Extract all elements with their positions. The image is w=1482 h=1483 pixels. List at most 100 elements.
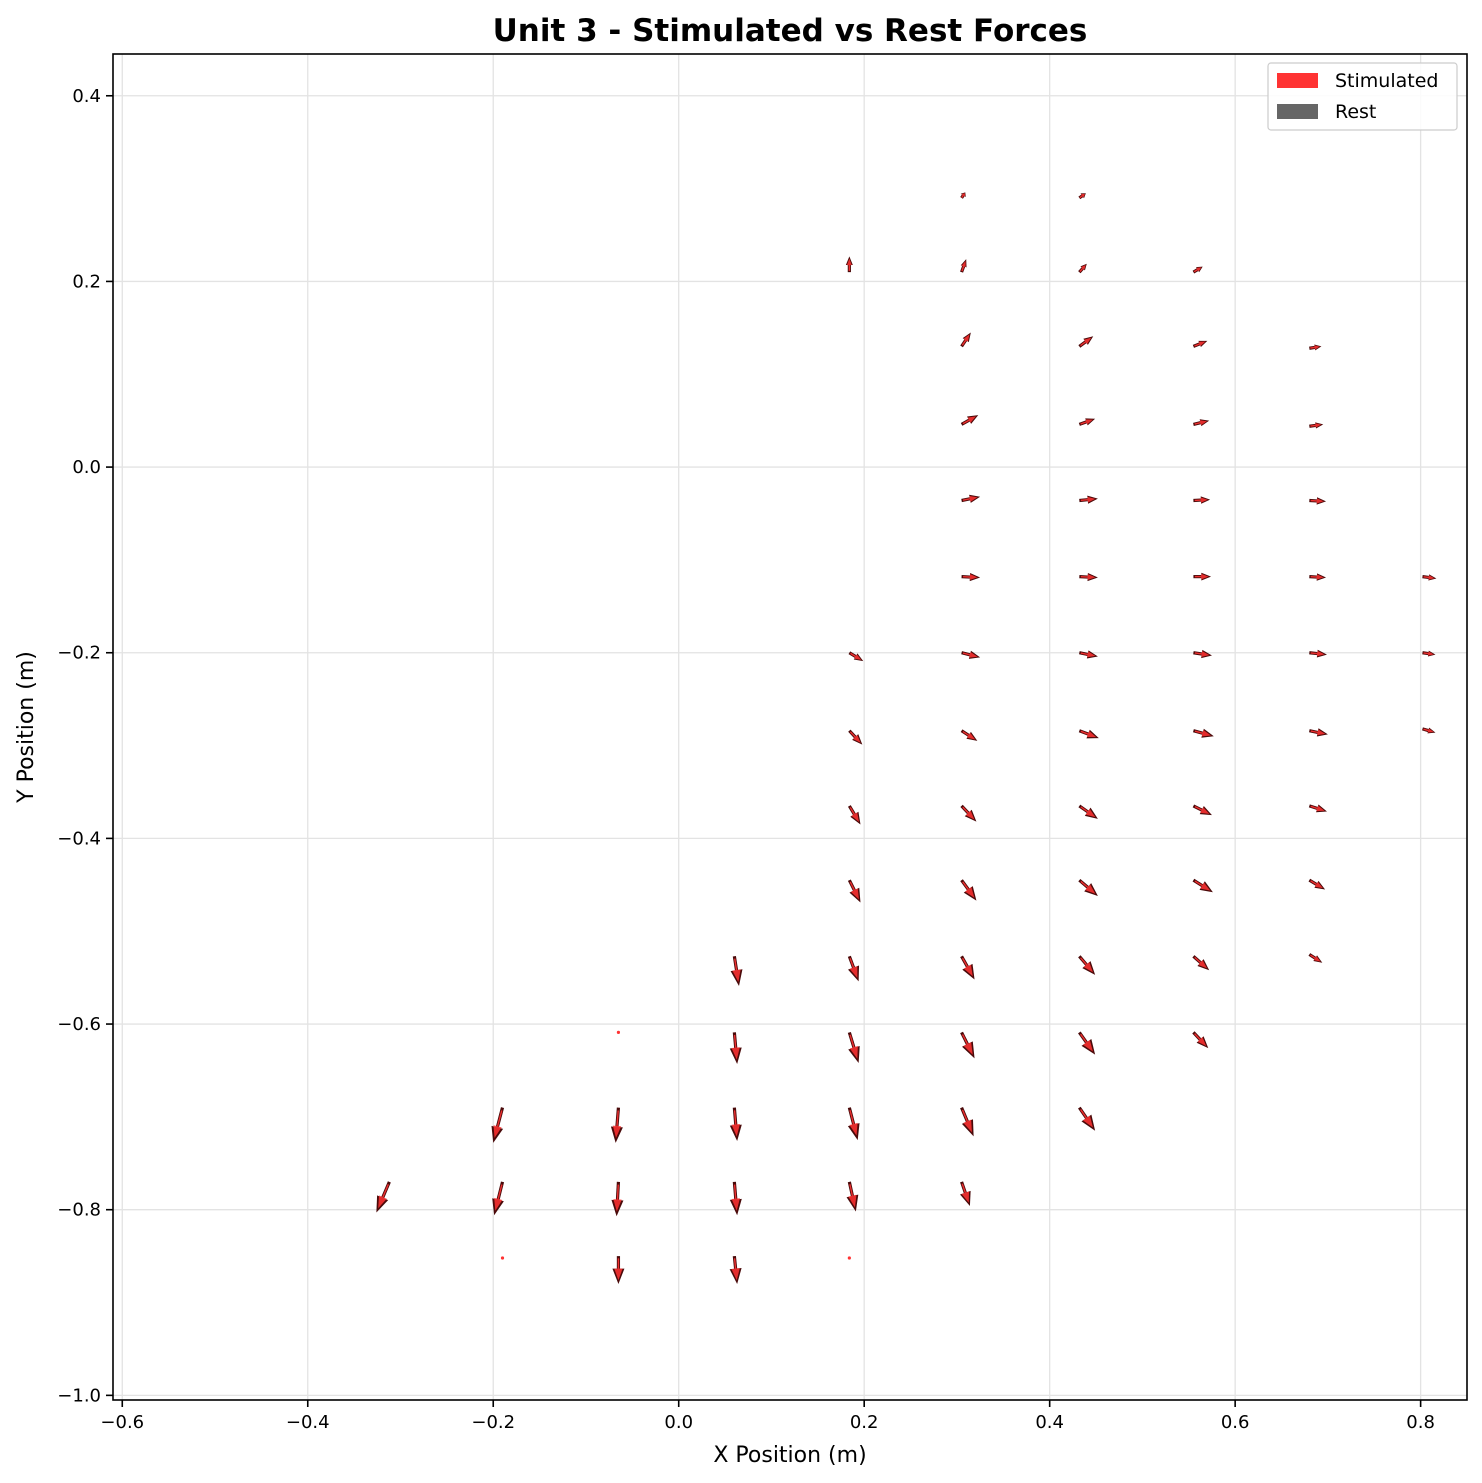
force-vector xyxy=(847,879,861,903)
stimulated-arrow-head xyxy=(1082,1115,1093,1128)
force-vector xyxy=(1192,728,1214,738)
stimulated-arrow-shaft xyxy=(1194,730,1203,734)
stimulated-arrow-shaft xyxy=(733,1184,737,1199)
stimulated-arrow-shaft xyxy=(961,266,965,272)
force-vector xyxy=(616,1030,621,1035)
stimulated-arrow-head xyxy=(612,1125,622,1138)
stimulated-arrow-shaft xyxy=(1079,195,1083,199)
force-vector xyxy=(612,1256,625,1284)
y-tick-label: 0.2 xyxy=(72,271,101,292)
stimulated-arrow-head xyxy=(1316,650,1325,657)
chart-title: Unit 3 - Stimulated vs Rest Forces xyxy=(493,13,1088,49)
stimulated-arrow-shaft xyxy=(1080,498,1088,502)
force-vector xyxy=(847,955,860,982)
force-vector xyxy=(1078,804,1098,819)
force-vector xyxy=(729,1032,742,1064)
force-vector xyxy=(1422,727,1436,734)
y-tick-label: −0.4 xyxy=(57,828,101,849)
force-vector xyxy=(1308,953,1323,963)
stimulated-arrow-head xyxy=(614,1268,623,1281)
stimulated-arrow-head xyxy=(967,732,976,740)
force-vector-dot xyxy=(616,1030,621,1035)
stimulated-arrow-head xyxy=(961,1191,970,1203)
stimulated-arrow-head xyxy=(731,1124,740,1137)
force-vector xyxy=(1193,572,1212,581)
force-vector xyxy=(961,494,981,503)
stimulated-arrow-shaft xyxy=(962,730,970,736)
stimulated-arrow-shaft xyxy=(961,1034,969,1045)
force-vector xyxy=(960,1106,974,1137)
stimulated-arrow-head xyxy=(961,193,965,197)
stimulated-arrow-head xyxy=(969,651,978,658)
stimulated-arrow-shaft xyxy=(849,1110,855,1125)
y-tick-label: −0.6 xyxy=(57,1014,101,1035)
force-vector xyxy=(961,650,981,659)
stimulated-arrow-head xyxy=(1428,575,1435,580)
force-vector xyxy=(847,1107,860,1141)
stimulated-arrow-shaft xyxy=(1080,1033,1087,1043)
force-vector xyxy=(960,729,978,741)
stimulated-arrow-shaft xyxy=(382,1184,389,1198)
stimulated-arrow-head xyxy=(1081,193,1085,198)
force-vector xyxy=(847,805,861,825)
stimulated-arrow-head xyxy=(494,1197,503,1211)
force-vector xyxy=(847,1031,860,1064)
stimulated-arrow-head xyxy=(1316,574,1324,580)
stimulated-arrow-shaft xyxy=(849,1184,854,1196)
stimulated-arrow-shaft xyxy=(962,498,971,501)
stimulated-arrow-shaft xyxy=(961,195,964,198)
stimulated-arrow-shaft xyxy=(849,958,855,968)
force-vector xyxy=(1422,650,1436,657)
stimulated-arrow-head xyxy=(853,734,861,743)
force-vector xyxy=(960,804,977,822)
force-vector xyxy=(1078,193,1086,200)
force-vector xyxy=(729,1255,742,1284)
stimulated-arrow-head xyxy=(848,1194,857,1208)
force-vector xyxy=(1192,1031,1209,1049)
legend-label-stimulated: Stimulated xyxy=(1335,70,1438,92)
stimulated-arrow-shaft xyxy=(1080,957,1087,966)
stimulated-arrow-shaft xyxy=(1310,424,1316,427)
stimulated-arrow-shaft xyxy=(1080,652,1088,656)
force-vector xyxy=(846,1181,859,1212)
force-vector xyxy=(500,1256,505,1260)
stimulated-arrow-shaft xyxy=(497,1184,503,1200)
stimulated-arrow-head xyxy=(1085,884,1096,894)
stimulated-arrow-shaft xyxy=(1194,806,1203,811)
y-tick-label: −0.8 xyxy=(57,1200,101,1221)
stimulated-arrow-shaft xyxy=(1080,806,1089,813)
force-vector xyxy=(960,1181,971,1206)
force-vector xyxy=(1192,266,1203,274)
stimulated-arrow-shaft xyxy=(496,1110,503,1127)
force-vector xyxy=(611,1181,624,1217)
x-tick-label: −0.2 xyxy=(471,1412,515,1433)
stimulated-arrow-shaft xyxy=(616,1110,619,1127)
stimulated-arrow-head xyxy=(613,1199,622,1212)
stimulated-arrow-head xyxy=(1085,808,1096,818)
force-vector xyxy=(1309,649,1327,658)
force-vector xyxy=(845,256,853,273)
force-vector xyxy=(610,1107,623,1143)
force-vector xyxy=(1309,728,1328,737)
force-vector xyxy=(492,1181,505,1216)
stimulated-arrow-head xyxy=(1427,651,1434,656)
stimulated-arrow-head xyxy=(965,810,975,820)
vector-field xyxy=(376,192,1437,1284)
force-vector xyxy=(960,415,979,426)
force-vector xyxy=(729,1181,742,1216)
stimulated-arrow-shaft xyxy=(1194,1033,1201,1040)
stimulated-arrow-shaft xyxy=(734,958,738,971)
x-tick-label: −0.6 xyxy=(100,1412,144,1433)
x-tick-label: 0.8 xyxy=(1406,1412,1435,1433)
stimulated-arrow-shaft xyxy=(1080,1109,1087,1119)
stimulated-arrow-head xyxy=(1201,651,1210,657)
stimulated-arrow-shaft xyxy=(962,419,970,425)
force-vector xyxy=(1422,574,1437,581)
stimulated-arrow-head xyxy=(1314,345,1320,350)
legend: Stimulated Rest xyxy=(1267,62,1458,131)
stimulated-arrow-head xyxy=(849,966,858,978)
force-vector xyxy=(1192,955,1210,971)
stimulated-arrow-shaft xyxy=(1310,954,1316,959)
stimulated-arrow-shaft xyxy=(961,957,968,968)
